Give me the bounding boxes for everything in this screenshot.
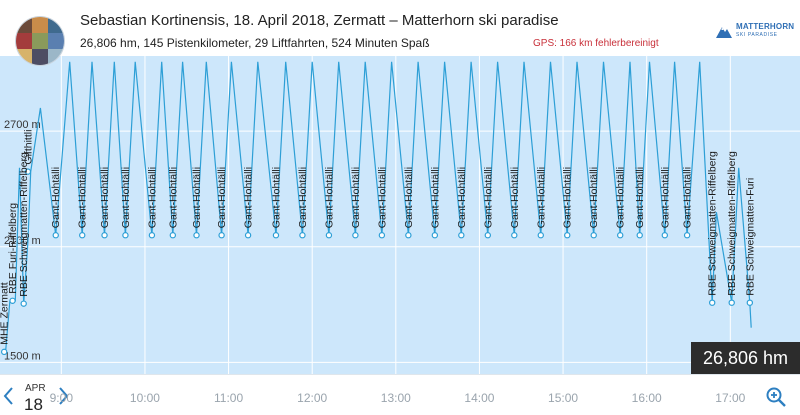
lift-label: Gant-Hohtälli (243, 167, 255, 228)
logo-text: MATTERHORN (736, 22, 795, 31)
mountain-logo-icon (716, 27, 732, 38)
lift-marker[interactable] (325, 232, 333, 239)
lift-marker[interactable] (708, 299, 716, 306)
lift-marker[interactable] (299, 232, 306, 239)
lift-label: Gant-Hohtälli (167, 167, 179, 228)
lift-marker[interactable] (564, 232, 571, 239)
lift-label: Gant-Hohtälli (271, 167, 283, 228)
x-tick-label: 17:00 (715, 391, 746, 405)
y-tick-label: 1500 m (4, 350, 41, 362)
lift-label: Gant-Hohtälli (297, 167, 309, 228)
lift-label: RBE Schweigmatten-Riffelberg (18, 152, 30, 297)
x-tick-label: 13:00 (380, 391, 411, 405)
elevation-line (4, 61, 752, 353)
lift-label: Gant-Hohtälli (191, 167, 203, 228)
lift-marker[interactable] (193, 232, 200, 239)
lift-marker[interactable] (272, 232, 280, 239)
plot-background (0, 56, 800, 374)
lift-label: MHE Zermatt (0, 282, 11, 345)
lift-marker[interactable] (9, 297, 16, 304)
lift-label: Gant-Hohtälli (535, 167, 547, 228)
lift-marker[interactable] (378, 232, 386, 239)
lift-marker[interactable] (244, 232, 252, 239)
header-bar: Sebastian Kortinensis, 18. April 2018, Z… (0, 0, 800, 57)
lift-marker[interactable] (537, 232, 544, 239)
lift-marker[interactable] (79, 232, 86, 239)
lift-label: RBE Schweigmatten-Riffelberg (726, 151, 738, 296)
lift-label: RBE Schweigmatten-Furi (744, 178, 756, 296)
time-axis-bar: APR 18 9:00 10:00 11:00 12:00 13:00 14:00 15:0… (0, 374, 800, 415)
date-day: 18 (24, 395, 43, 414)
lift-marker[interactable] (352, 232, 359, 239)
lift-label: Gant-Hohtälli (323, 167, 335, 228)
lift-marker[interactable] (431, 232, 439, 239)
lift-marker[interactable] (511, 232, 518, 239)
logo-subtext: SKI PARADISE (736, 32, 778, 38)
lift-label: Gant-Hohtälli (634, 167, 646, 228)
lift-marker[interactable] (405, 232, 412, 239)
lift-label: Gant-Hohtälli (588, 167, 600, 228)
date-month: APR (25, 383, 46, 394)
x-tick-label: 12:00 (297, 391, 328, 405)
lift-label: Gant-Hohtälli (120, 167, 132, 228)
lift-marker[interactable] (24, 168, 32, 175)
lift-label: Gant-Hohtälli (659, 167, 671, 228)
lift-label: Gant-Hohtälli (482, 167, 494, 228)
lift-label: RBE Furi-Riffelberg (7, 203, 19, 294)
horizontal-grid (0, 130, 800, 363)
lift-label: Gant-Hohtälli (615, 167, 627, 228)
lift-label: Gant-Hohtälli (146, 167, 158, 228)
gps-note: GPS: 166 km fehlerbereinigt (533, 38, 659, 49)
lift-marker[interactable] (636, 232, 643, 239)
lift-marker[interactable] (20, 300, 27, 307)
lift-label: Gant-Hohtälli (376, 167, 388, 228)
page-subtitle: 26,806 hm, 145 Pistenkilometer, 29 Liftf… (80, 36, 430, 50)
lift-label: Gant-Hohtälli (456, 167, 468, 228)
lift-marker[interactable] (52, 232, 59, 239)
x-tick-label: 14:00 (464, 391, 495, 405)
lift-marker[interactable] (683, 232, 691, 239)
lift-label: Gant-Hohtälli (682, 167, 694, 228)
lift-label: Gant-Hohtälli (50, 167, 62, 228)
lift-marker[interactable] (101, 232, 108, 239)
x-tick-label: 11:00 (213, 391, 244, 405)
brand-logo[interactable]: MATTERHORN SKI PARADISE (715, 22, 797, 42)
lift-marker[interactable] (458, 232, 465, 239)
lift-marker[interactable] (746, 299, 754, 306)
lift-markers (0, 168, 754, 356)
x-tick-label: 16:00 (631, 391, 662, 405)
lift-label: Gant-Hohtälli (403, 167, 415, 228)
lift-label: Gant-Hohtälli (99, 167, 111, 228)
avatar[interactable] (16, 17, 64, 65)
y-tick-label: 2700 m (4, 119, 41, 131)
x-tick-label: 9:00 (49, 391, 73, 405)
lift-label: Gant-Hohtälli (350, 167, 362, 228)
lift-label: Gant-Hohtälli (509, 167, 521, 228)
lift-marker[interactable] (590, 232, 597, 239)
lift-marker[interactable] (661, 232, 669, 239)
lift-marker[interactable] (148, 232, 156, 239)
lift-label: Gant-Hohtälli (216, 167, 228, 228)
lift-label: RBE Schweigmatten-Riffelberg (707, 151, 719, 296)
chevron-right-icon[interactable] (56, 385, 70, 407)
x-tick-label: 15:00 (548, 391, 579, 405)
lift-marker[interactable] (0, 348, 8, 356)
lift-marker[interactable] (728, 299, 735, 306)
lift-label: Gifthittli (22, 130, 34, 165)
lift-label: Gant-Hohtälli (77, 167, 89, 228)
lift-marker[interactable] (484, 232, 492, 239)
lift-label: Gant-Hohtälli (562, 167, 574, 228)
lift-label: Gant-Hohtälli (429, 167, 441, 228)
x-tick-label: 10:00 (129, 391, 160, 405)
lift-marker[interactable] (617, 232, 624, 239)
lift-marker[interactable] (122, 232, 129, 239)
lift-marker[interactable] (169, 232, 177, 239)
elevation-readout: 26,806 hm (691, 342, 800, 374)
page-title: Sebastian Kortinensis, 18. April 2018, Z… (80, 12, 559, 29)
zoom-in-icon[interactable] (764, 385, 788, 409)
lift-marker[interactable] (218, 232, 225, 239)
chevron-left-icon[interactable] (2, 385, 16, 407)
